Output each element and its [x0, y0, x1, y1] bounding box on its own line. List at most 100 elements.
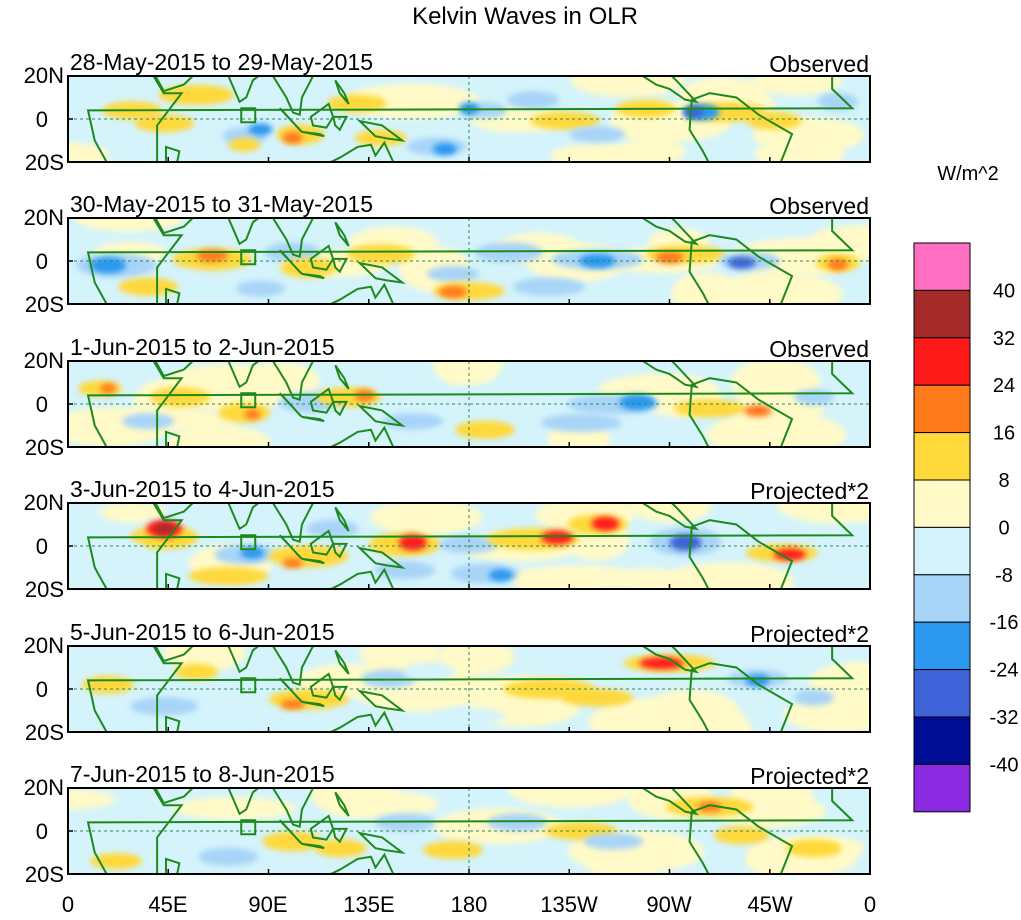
coastline	[165, 145, 181, 162]
anomaly-blob-gold	[673, 399, 746, 418]
colorbar-swatch	[913, 432, 971, 481]
coastline	[328, 140, 395, 162]
coastlines	[86, 788, 855, 874]
lat-tick-0: 0	[36, 249, 48, 274]
panel-label: Observed	[769, 51, 869, 77]
panel-label: Projected*2	[750, 478, 869, 504]
lat-tick-20n: 20N	[24, 63, 64, 88]
colorbar-label: -32	[990, 707, 1019, 729]
colorbar-boxes	[913, 242, 971, 813]
anomaly-blob-blue	[619, 394, 656, 411]
anomaly-blob-orange	[244, 409, 261, 420]
coastlines	[86, 503, 855, 589]
coastline	[640, 361, 700, 389]
coastline	[356, 689, 406, 713]
coastline	[271, 361, 315, 402]
coastline	[86, 646, 855, 732]
anomaly-blob-orange	[655, 251, 684, 264]
anomaly-patch	[68, 789, 115, 810]
coastline	[688, 92, 794, 162]
panel-label: Projected*2	[750, 763, 869, 789]
lon-tick-45e: 45E	[148, 892, 187, 917]
lon-tick-45w: 45W	[747, 892, 792, 917]
anomaly-blob-gold	[262, 831, 323, 852]
anomaly-field	[86, 503, 870, 589]
coastline	[331, 115, 349, 132]
lat-tick-20s: 20S	[25, 150, 64, 175]
coastline	[301, 842, 325, 850]
panel-label: Projected*2	[750, 621, 869, 647]
coastline	[328, 567, 395, 589]
anomaly-patch	[515, 572, 591, 589]
colorbar-swatch	[913, 716, 971, 765]
anomaly-blob-red	[773, 548, 806, 561]
coastline	[278, 534, 303, 560]
coastline	[334, 364, 350, 390]
coastline	[154, 788, 195, 805]
anomaly-blob-lblue	[569, 126, 626, 143]
anomaly-blob-gold	[785, 839, 842, 858]
anomaly-blob-red	[541, 530, 574, 545]
anomaly-patch	[661, 562, 795, 589]
coastline	[640, 218, 700, 246]
coastline	[328, 852, 395, 874]
region-box	[240, 392, 257, 409]
coastline	[334, 79, 350, 105]
coastline	[309, 244, 335, 271]
anomaly-blob-cyan	[451, 385, 520, 406]
coastline	[86, 788, 855, 874]
lon-tick-135w: 135W	[540, 892, 598, 917]
coastline	[309, 672, 335, 699]
colorbar-label: -8	[995, 565, 1013, 587]
coastline	[165, 287, 181, 304]
anomaly-patch	[570, 76, 686, 98]
anomaly-blob-gold	[326, 94, 387, 113]
coastlines	[86, 218, 855, 304]
anomaly-blob-gold	[134, 114, 195, 133]
colorbar-swatch	[913, 479, 971, 528]
coastline	[640, 76, 700, 104]
anomaly-patch	[550, 143, 652, 162]
anomaly-patch	[437, 646, 515, 675]
anomaly-blob-blue	[489, 569, 514, 582]
anomaly-blob-lblue	[513, 277, 586, 296]
lat-tick-0: 0	[36, 677, 48, 702]
lat-tick-20s: 20S	[25, 862, 64, 887]
anomaly-blob-gold	[745, 111, 802, 130]
panel-label: Observed	[769, 336, 869, 362]
anomaly-blob-orange	[100, 383, 117, 394]
anomaly-patch	[331, 790, 439, 818]
coastline	[165, 715, 181, 732]
panel-5: 20N 0 20S 5-Jun-2015 to 6-Jun-2015 Projected…	[24, 619, 871, 745]
anomaly-field	[82, 646, 870, 732]
region-box	[240, 534, 257, 551]
coastline	[226, 646, 261, 674]
anomaly-blob-orange	[282, 131, 303, 144]
anomaly-patch	[588, 698, 717, 732]
anomaly-blob-gold	[530, 111, 601, 130]
coastline	[356, 404, 406, 428]
coastline	[165, 430, 181, 447]
coastline	[301, 557, 325, 565]
coastline	[309, 387, 335, 414]
coastline	[165, 572, 181, 589]
coastline	[309, 814, 335, 841]
anomaly-blob-gold	[188, 567, 269, 586]
coastline	[331, 257, 349, 274]
anomaly-blob-orange	[282, 558, 303, 569]
anomaly-blob-lblue	[507, 91, 560, 110]
anomaly-blob-dred	[154, 523, 175, 534]
anomaly-patch	[617, 568, 681, 589]
anomaly-blob-orange	[280, 699, 305, 710]
anomaly-blob-lblue	[306, 519, 359, 538]
coastline	[278, 249, 303, 275]
anomaly-blob-gold	[422, 840, 483, 859]
anomaly-blob-blue	[432, 143, 457, 156]
anomaly-patch	[811, 224, 870, 249]
lon-tick-90w: 90W	[646, 892, 691, 917]
colorbar-labels: 40 32 24 16 8 0 -8 -16 -24 -32 -40	[990, 280, 1019, 776]
panel-date: 3-Jun-2015 to 4-Jun-2015	[70, 476, 335, 502]
anomaly-blob-lblue	[122, 413, 175, 430]
anomaly-patch	[508, 788, 633, 808]
anomaly-patch	[166, 424, 272, 447]
